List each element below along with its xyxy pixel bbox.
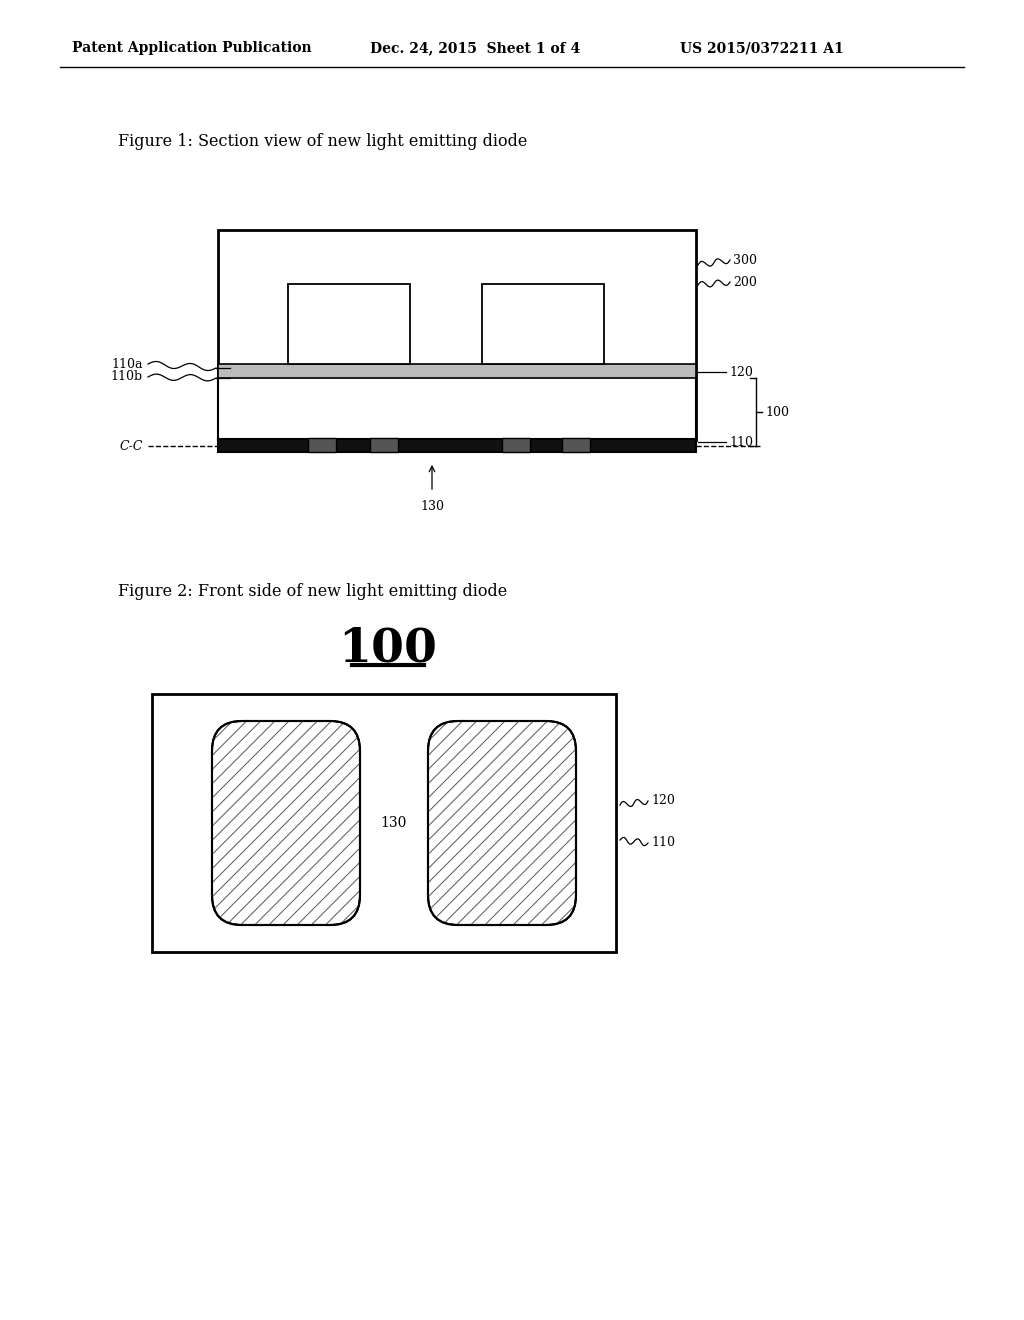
Text: C-C: C-C (120, 440, 143, 453)
Bar (370, 438, 398, 451)
Bar (502, 438, 530, 451)
Text: Figure 1: Section view of new light emitting diode: Figure 1: Section view of new light emit… (118, 133, 527, 150)
Bar (482, 284, 604, 364)
Bar (152, 694, 616, 952)
Text: 120: 120 (729, 366, 753, 379)
Text: Figure 2: Front side of new light emitting diode: Figure 2: Front side of new light emitti… (118, 583, 507, 601)
Text: 130: 130 (420, 500, 444, 513)
Text: 110: 110 (729, 436, 753, 449)
Bar (288, 284, 410, 364)
Text: 110b: 110b (111, 371, 143, 384)
Text: 100: 100 (339, 624, 437, 671)
Text: 120: 120 (651, 795, 675, 808)
Bar (218, 230, 696, 440)
Bar (218, 440, 696, 451)
Bar (218, 378, 696, 440)
FancyBboxPatch shape (212, 721, 360, 925)
Text: Dec. 24, 2015  Sheet 1 of 4: Dec. 24, 2015 Sheet 1 of 4 (370, 41, 581, 55)
Text: 110: 110 (651, 837, 675, 850)
Text: 200: 200 (733, 276, 757, 289)
Bar (562, 438, 590, 451)
Text: 300: 300 (733, 253, 757, 267)
Bar (218, 364, 696, 378)
FancyBboxPatch shape (428, 721, 575, 925)
Text: US 2015/0372211 A1: US 2015/0372211 A1 (680, 41, 844, 55)
Text: 100: 100 (765, 405, 790, 418)
Bar (308, 438, 336, 451)
Text: 130: 130 (381, 816, 408, 830)
Text: 110a: 110a (112, 358, 143, 371)
Text: Patent Application Publication: Patent Application Publication (72, 41, 311, 55)
